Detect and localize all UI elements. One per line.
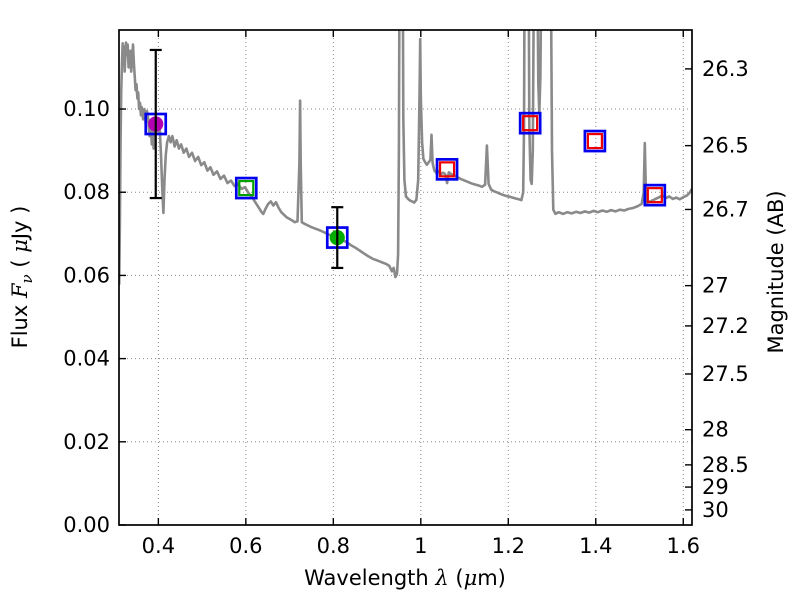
y-axis-title-magnitude: Magnitude (AB) xyxy=(764,190,788,353)
y-left-tick-label: 0.04 xyxy=(63,347,110,371)
y-right-tick-label: 27 xyxy=(702,274,729,298)
x-tick-label: 1.2 xyxy=(492,534,525,558)
inner-open-square-marker xyxy=(438,161,456,178)
outer-blue-square-marker xyxy=(435,157,459,181)
y-right-tick-label: 26.3 xyxy=(702,57,749,81)
x-tick-label: 0.6 xyxy=(229,534,262,558)
outer-blue-square-marker xyxy=(583,129,607,153)
inner-open-square-marker xyxy=(522,115,539,132)
error-bars xyxy=(149,48,344,270)
inner-open-square-marker xyxy=(586,132,603,150)
y-left-tick-label: 0.08 xyxy=(63,180,110,204)
y-left-tick-label: 0.10 xyxy=(63,97,110,121)
y-right-tick-label: 26.7 xyxy=(702,197,749,221)
x-tick-label: 0.8 xyxy=(317,534,350,558)
outer-blue-square-marker xyxy=(234,176,258,200)
y-right-tick-label: 26.5 xyxy=(702,134,749,158)
x-tick-label: 1.6 xyxy=(667,534,700,558)
x-tick-label: 0.4 xyxy=(142,534,175,558)
y-left-tick-label: 0.02 xyxy=(63,430,110,454)
y-axis-title-flux: Flux Fν ( μJy ) xyxy=(8,206,36,349)
y-right-tick-label: 27.2 xyxy=(702,314,749,338)
y-right-tick-label: 28.5 xyxy=(702,453,749,477)
x-axis-title: Wavelength λ (μm) xyxy=(304,566,506,590)
y-left-tick-label: 0.06 xyxy=(63,263,110,287)
inner-open-square-marker xyxy=(238,179,255,197)
y-right-tick-label: 27.5 xyxy=(702,362,749,386)
y-right-tick-label: 29 xyxy=(702,475,729,499)
axes-frame xyxy=(118,29,693,526)
x-tick-label: 1 xyxy=(414,534,427,558)
y-right-tick-label: 30 xyxy=(702,498,729,522)
y-right-tick-label: 28 xyxy=(702,418,729,442)
x-tick-label: 1.4 xyxy=(579,534,612,558)
outer-blue-square-marker xyxy=(643,183,667,207)
y-left-tick-label: 0.00 xyxy=(63,513,110,537)
tick-marks xyxy=(119,30,692,526)
outer-blue-square-marker xyxy=(518,111,542,135)
inner-open-square-marker xyxy=(646,187,663,204)
grid xyxy=(119,30,692,525)
